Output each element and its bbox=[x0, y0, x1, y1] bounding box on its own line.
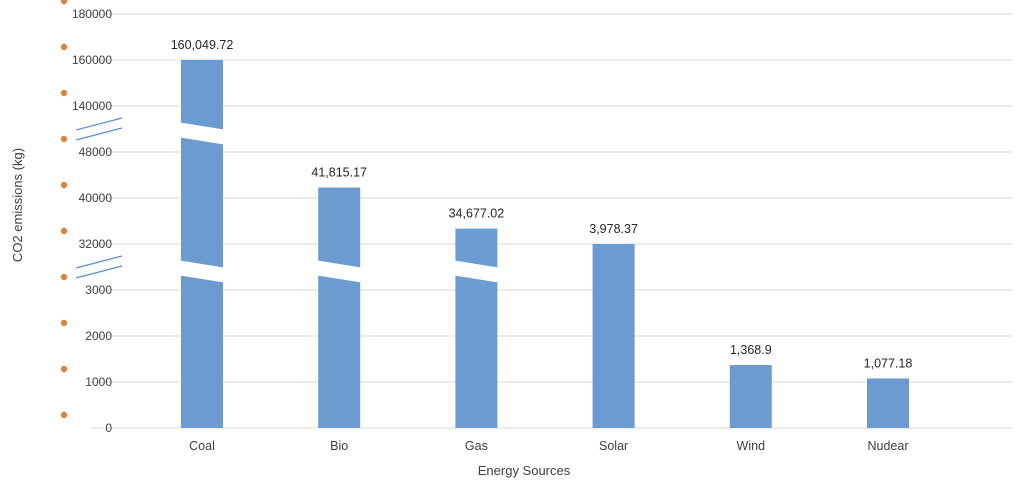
y-tick-label: 48000 bbox=[79, 145, 113, 159]
y-tick-label: 2000 bbox=[85, 329, 112, 343]
bar-break-gap bbox=[177, 122, 227, 145]
tick-marker bbox=[60, 273, 68, 281]
y-tick-label: 0 bbox=[105, 421, 112, 435]
category-label: Nudear bbox=[868, 439, 909, 453]
data-label: 3,978.37 bbox=[589, 222, 638, 236]
bar-wind bbox=[729, 365, 772, 428]
axis-break-mark bbox=[75, 265, 123, 279]
tick-marker bbox=[60, 43, 68, 51]
y-axis-ticks: 0 1000 2000 3000 32000 40000 48000 140000 160000… bbox=[60, 0, 113, 435]
bar-break-gap bbox=[177, 260, 227, 283]
bar-solar bbox=[592, 244, 635, 428]
data-labels: 160,049.72 41,815.17 34,677.02 3,978.37 1,36… bbox=[171, 38, 913, 371]
bar-gas bbox=[455, 228, 498, 428]
y-tick-label: 1000 bbox=[85, 375, 112, 389]
axis-breaks bbox=[75, 117, 502, 283]
category-label: Bio bbox=[330, 439, 348, 453]
bar-nudear bbox=[867, 378, 909, 428]
y-tick-label: 140000 bbox=[72, 99, 112, 113]
tick-marker bbox=[60, 319, 68, 327]
axis-break-mark bbox=[75, 255, 123, 269]
bar-break-gap bbox=[314, 260, 365, 283]
y-tick-label: 40000 bbox=[79, 191, 113, 205]
tick-marker bbox=[60, 227, 68, 235]
tick-marker bbox=[60, 181, 68, 189]
tick-marker bbox=[60, 411, 68, 419]
data-label: 160,049.72 bbox=[171, 38, 234, 52]
bar-break-gap bbox=[451, 260, 502, 283]
category-label: Wind bbox=[737, 439, 766, 453]
tick-marker bbox=[60, 89, 68, 97]
y-tick-label: 180000 bbox=[72, 7, 112, 21]
axis-break-mark bbox=[75, 127, 123, 141]
bar-coal bbox=[181, 59, 223, 428]
category-label: Solar bbox=[599, 439, 628, 453]
data-label: 34,677.02 bbox=[449, 207, 505, 221]
x-axis-categories: Coal Bio Gas Solar Wind Nudear bbox=[189, 439, 908, 453]
category-label: Gas bbox=[465, 439, 488, 453]
bars bbox=[181, 59, 909, 428]
y-tick-label: 160000 bbox=[72, 53, 112, 67]
y-tick-label: 32000 bbox=[79, 237, 113, 251]
tick-marker bbox=[60, 0, 68, 5]
tick-marker bbox=[60, 365, 68, 373]
y-tick-label: 3000 bbox=[85, 283, 112, 297]
data-label: 1,077.18 bbox=[864, 356, 913, 370]
category-label: Coal bbox=[189, 439, 215, 453]
data-label: 41,815.17 bbox=[311, 166, 367, 180]
bar-bio bbox=[318, 187, 361, 428]
gridlines bbox=[90, 13, 1012, 429]
x-axis-title: Energy Sources bbox=[478, 463, 571, 478]
tick-marker bbox=[60, 135, 68, 143]
axis-break-mark bbox=[75, 117, 123, 131]
data-label: 1,368.9 bbox=[730, 343, 772, 357]
y-axis-title: CO2 emissions (kg) bbox=[10, 148, 25, 262]
